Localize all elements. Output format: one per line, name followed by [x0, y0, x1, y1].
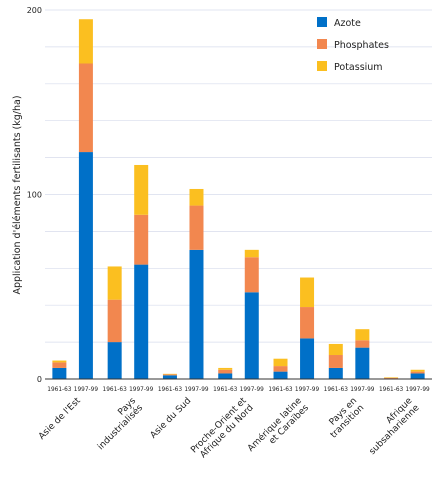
bar-segment — [52, 362, 67, 368]
bar-segment — [107, 299, 122, 343]
period-label: 1997-99 — [406, 387, 431, 393]
bar-segment — [107, 266, 122, 300]
legend: Azote Phosphates Potassium — [317, 17, 389, 73]
bar-segment — [162, 375, 177, 379]
y-tick-label: 0 — [37, 375, 42, 384]
period-labels: 1961-63 1997-99 1961-63 1997-99 1961-63 1997-… — [47, 387, 430, 393]
bar-segment — [134, 214, 149, 265]
bar-segment — [273, 371, 288, 379]
bar-segment — [328, 367, 343, 379]
period-label: 1997-99 — [184, 387, 209, 393]
bar-segment — [410, 371, 425, 374]
bar-segment — [384, 377, 399, 379]
bar-segment — [162, 374, 177, 376]
bar-segment — [134, 164, 149, 215]
bar-segment — [107, 342, 122, 379]
bar-segment — [355, 340, 370, 348]
y-tick-label: 200 — [27, 6, 42, 15]
bar-segment — [218, 367, 233, 370]
bar-segment — [189, 188, 204, 206]
grid-lines — [45, 9, 432, 343]
bar-segment — [244, 257, 259, 293]
legend-label: Potassium — [334, 62, 383, 73]
period-label: 1961-63 — [47, 387, 72, 393]
bar-segment — [218, 369, 233, 374]
bar-segment — [328, 355, 343, 368]
period-label: 1961-63 — [268, 387, 293, 393]
bar-segment — [78, 152, 93, 379]
bar-segment — [384, 377, 399, 378]
bar-segment — [52, 367, 67, 379]
period-label: 1997-99 — [129, 387, 154, 393]
bar-segment — [134, 264, 149, 379]
y-tick-label: 100 — [27, 191, 42, 200]
period-label: 1961-63 — [379, 387, 404, 393]
bar-segment — [189, 205, 204, 250]
period-label: 1997-99 — [240, 387, 265, 393]
group-label: Amérique latineet Caraïbes — [245, 395, 311, 461]
bar-segment — [328, 343, 343, 356]
group-labels: Asie de l'Est Paysindustrialisés Asie du S… — [37, 395, 422, 463]
group-label: Afriquesubsaharienne — [361, 396, 422, 457]
bar-segment — [273, 366, 288, 372]
bar-segment — [355, 347, 370, 379]
legend-label: Phosphates — [334, 40, 389, 51]
period-label: 1961-63 — [103, 387, 128, 393]
bar-segment — [410, 369, 425, 372]
bar-segment — [52, 360, 67, 363]
bars — [52, 19, 425, 379]
bar-segment — [189, 249, 204, 379]
bar-segment — [162, 373, 177, 375]
legend-label: Azote — [334, 18, 361, 29]
bar-segment — [300, 338, 315, 379]
y-axis-label: Application d'éléments fertilisants (kg/… — [12, 95, 23, 294]
group-label: Proche-Orient etAfrique du Nord — [189, 396, 256, 463]
period-label: 1997-99 — [74, 387, 99, 393]
legend-swatch — [317, 17, 327, 27]
bar-segment — [300, 277, 315, 308]
bar-segment — [218, 373, 233, 379]
period-label: 1997-99 — [295, 387, 320, 393]
group-label: Asie de l'Est — [37, 396, 83, 442]
bar-segment — [273, 358, 288, 367]
bar-segment — [78, 19, 93, 64]
bar-segment — [78, 63, 93, 153]
legend-swatch — [317, 39, 327, 49]
period-label: 1961-63 — [324, 387, 349, 393]
bar-segment — [355, 329, 370, 341]
bar-segment — [244, 249, 259, 258]
bar-segment — [244, 292, 259, 379]
period-label: 1961-63 — [213, 387, 238, 393]
period-label: 1997-99 — [350, 387, 375, 393]
group-label: Asie du Sud — [149, 396, 194, 441]
legend-swatch — [317, 61, 327, 71]
group-label: Pays entransition — [322, 396, 366, 440]
y-tick-labels: 0 100 200 — [27, 6, 42, 384]
bar-segment — [300, 307, 315, 339]
group-label: Paysindustrialisés — [89, 396, 145, 452]
bar-segment — [410, 373, 425, 379]
period-label: 1961-63 — [158, 387, 183, 393]
